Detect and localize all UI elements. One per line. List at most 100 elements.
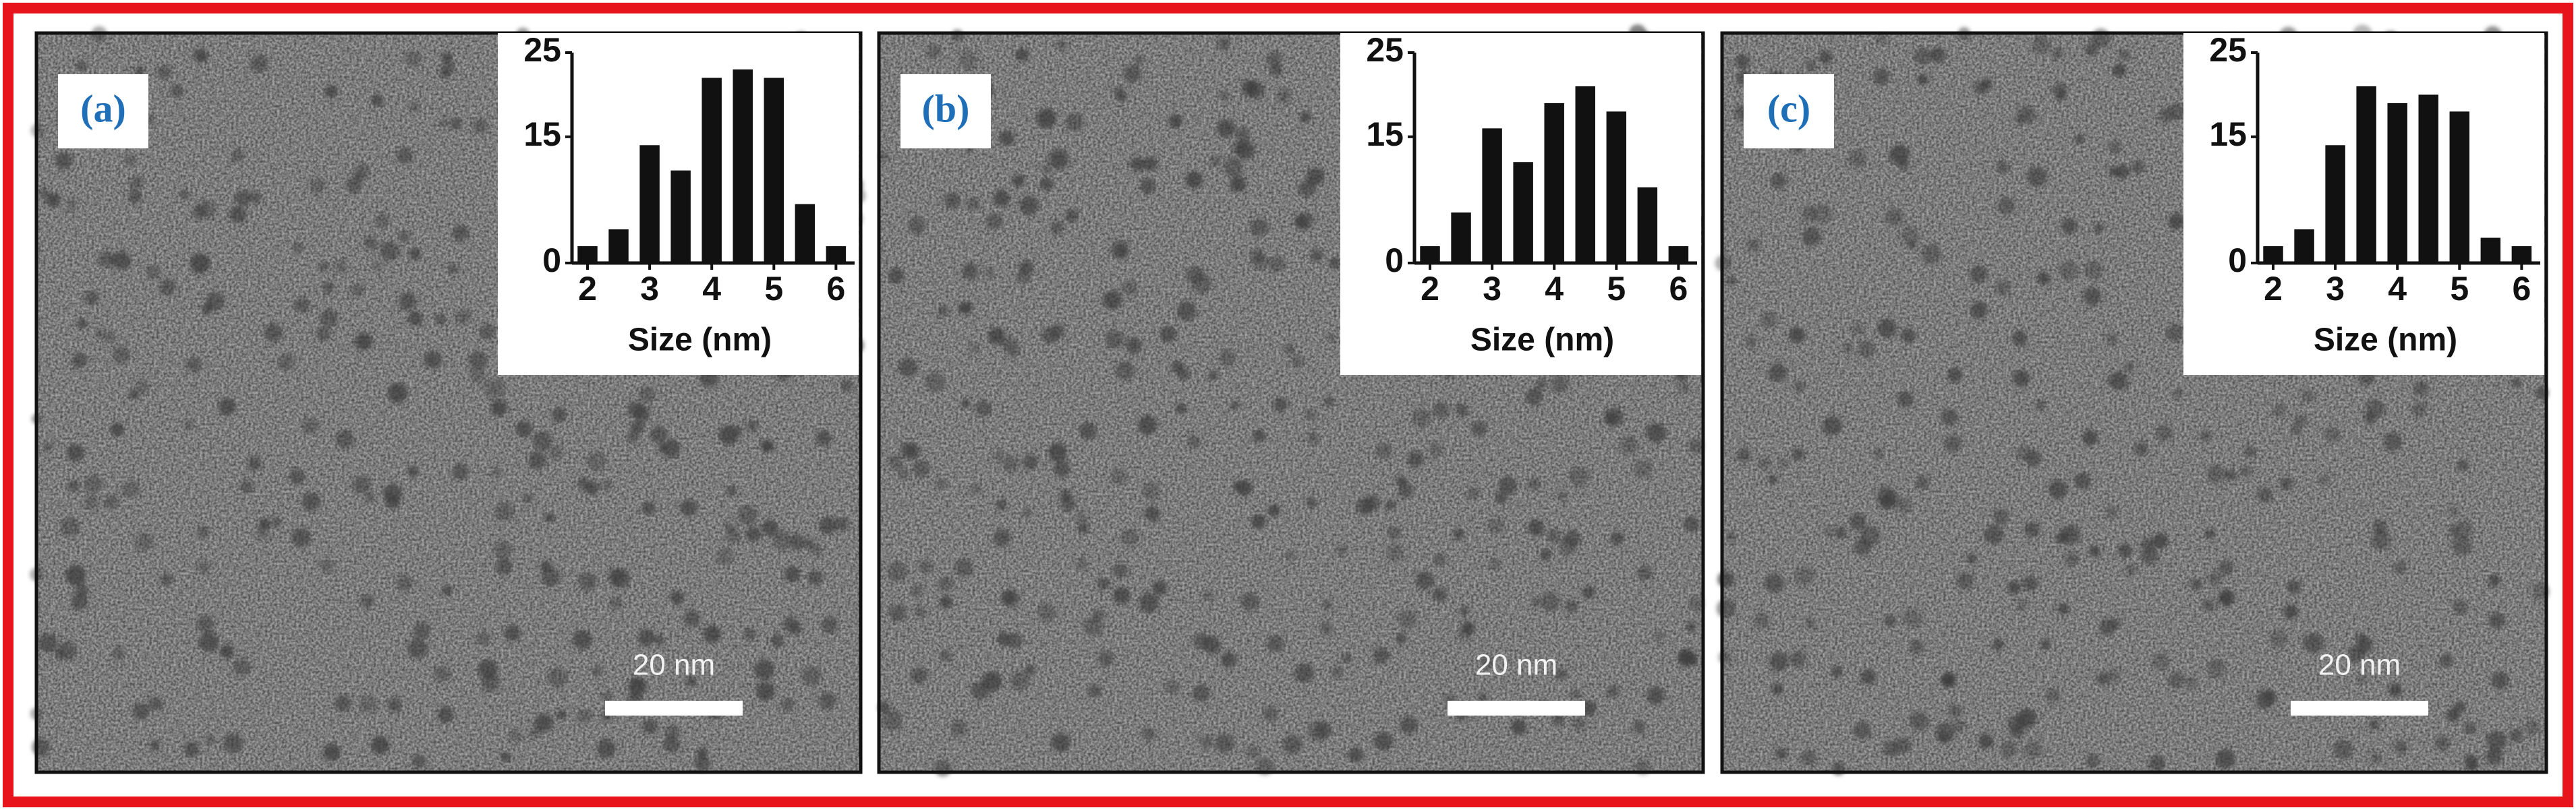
particle — [2073, 472, 2092, 490]
bar — [764, 78, 784, 263]
particle — [57, 641, 77, 660]
y-tick-label: 25 — [1366, 31, 1404, 69]
scale-bar-label: 20 nm — [1475, 649, 1557, 682]
particle — [2204, 529, 2215, 540]
particle — [1654, 630, 1665, 641]
particle — [1539, 549, 1552, 561]
particle — [937, 305, 948, 316]
particle — [772, 530, 792, 550]
particle — [491, 467, 501, 478]
scale-bar-label: 20 nm — [2318, 649, 2401, 682]
particle — [1160, 326, 1176, 343]
particle — [2045, 688, 2061, 703]
particle — [958, 51, 978, 69]
particle — [1970, 301, 1988, 319]
particle — [490, 399, 509, 417]
particle — [1900, 225, 1920, 245]
particle — [782, 616, 799, 633]
particle — [258, 518, 270, 530]
particle — [961, 399, 971, 409]
bar — [2511, 246, 2532, 263]
particle — [1555, 667, 1568, 681]
particle — [2301, 388, 2315, 403]
particle — [2017, 708, 2037, 728]
particle — [493, 540, 513, 560]
particle — [2357, 674, 2367, 684]
particle — [1089, 685, 1102, 697]
particle — [1771, 173, 1787, 189]
particle — [65, 565, 86, 585]
particle — [1860, 669, 1877, 685]
particle — [1077, 522, 1089, 534]
particle — [1582, 585, 1596, 600]
particle — [235, 190, 252, 206]
y-tick-label: 25 — [2209, 31, 2247, 69]
particle — [2115, 164, 2129, 179]
x-tick-label: 6 — [1669, 270, 1688, 308]
particle — [219, 397, 236, 415]
particle — [1528, 478, 1541, 491]
particle — [1331, 666, 1344, 678]
bar — [795, 204, 815, 263]
particle — [970, 483, 981, 494]
particle — [382, 484, 403, 503]
particle — [819, 517, 837, 534]
particle — [2011, 330, 2028, 347]
particle — [1168, 114, 1183, 128]
particle — [469, 368, 486, 384]
particle — [1851, 322, 1864, 335]
particle — [878, 151, 890, 162]
particle — [1056, 39, 1067, 50]
particle — [75, 583, 89, 598]
particle — [726, 485, 737, 496]
particle — [1282, 734, 1302, 755]
particle — [2448, 505, 2459, 516]
particle — [2048, 480, 2067, 499]
particle — [2219, 590, 2233, 605]
particle — [407, 310, 424, 326]
particle — [1993, 639, 2005, 651]
particle — [1400, 716, 1418, 734]
particle — [1130, 156, 1145, 172]
particle — [2287, 580, 2301, 594]
particle — [476, 631, 490, 645]
particle — [2040, 639, 2051, 650]
particle — [1276, 88, 1292, 104]
particle — [1215, 733, 1234, 753]
particle — [1304, 409, 1317, 422]
particle — [915, 606, 927, 618]
particle — [2225, 469, 2237, 481]
particle — [38, 633, 58, 653]
particle — [2395, 741, 2408, 754]
particle — [1462, 621, 1475, 635]
particle — [2024, 741, 2043, 759]
particle — [1220, 652, 1236, 668]
particle — [1632, 720, 1646, 734]
particle — [1152, 581, 1168, 596]
particle — [988, 327, 1006, 345]
particle — [1564, 599, 1578, 614]
particle — [1813, 204, 1833, 223]
particle — [71, 593, 88, 610]
particle — [2486, 730, 2507, 751]
particle — [781, 697, 795, 712]
particle — [129, 175, 144, 190]
scale-bar-label: 20 nm — [633, 649, 715, 682]
particle — [1208, 370, 1218, 380]
particle — [197, 525, 210, 538]
particle — [2446, 708, 2460, 722]
particle — [293, 242, 304, 253]
panel-label: (c) — [1767, 86, 1810, 130]
particle — [1877, 318, 1897, 338]
particle — [199, 632, 219, 652]
particle — [2013, 370, 2030, 387]
particle — [724, 521, 735, 531]
particle — [897, 467, 909, 480]
particle — [2061, 218, 2078, 235]
particle — [1716, 598, 1736, 618]
particle — [1253, 254, 1269, 270]
particle — [112, 647, 125, 661]
bar — [2418, 94, 2438, 263]
particle — [1265, 51, 1282, 68]
particle — [642, 718, 658, 734]
